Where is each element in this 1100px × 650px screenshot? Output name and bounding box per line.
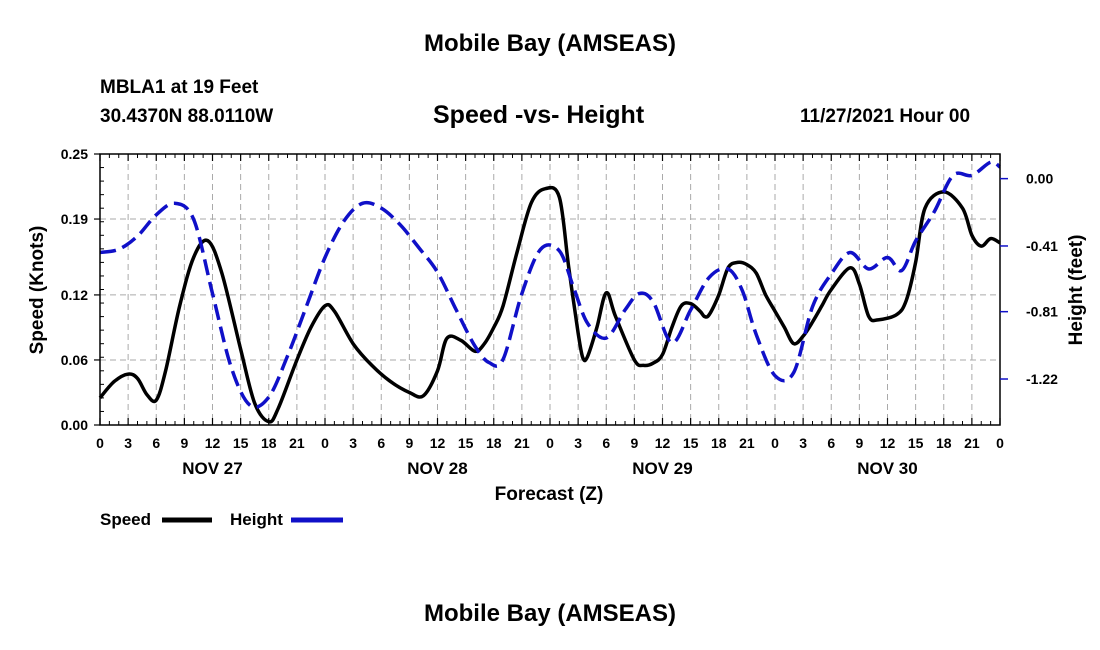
second-chart-title: Mobile Bay (AMSEAS) bbox=[423, 600, 677, 627]
x-tick-label: 6 bbox=[602, 435, 610, 451]
chart-title: Mobile Bay (AMSEAS) bbox=[423, 30, 677, 57]
x-axis: 0 3 6 9 12 15 18 21 0 3 6 9 12 15 18 21 0 3 6 9 12 15 18 21 0 3 6 9… bbox=[96, 435, 1004, 478]
y2-tick-label: 0.00 bbox=[1026, 171, 1053, 187]
x-tick-label: 21 bbox=[964, 435, 980, 451]
plot-frame bbox=[99, 153, 1001, 426]
y2-tick-label: -0.81 bbox=[1026, 304, 1058, 320]
x-tick-label: 3 bbox=[574, 435, 582, 451]
x-tick-label: 9 bbox=[630, 435, 638, 451]
x-date-label: NOV 30 bbox=[857, 459, 917, 478]
x-tick-label: 18 bbox=[486, 435, 502, 451]
legend-height-label: Height bbox=[230, 510, 283, 529]
x-tick-label: 21 bbox=[739, 435, 755, 451]
x-tick-label: 15 bbox=[683, 435, 699, 451]
x-tick-label: 21 bbox=[514, 435, 530, 451]
y2-axis-title: Height (feet) bbox=[1066, 235, 1087, 346]
x-date-label: NOV 28 bbox=[407, 459, 467, 478]
y2-tick-label: -1.22 bbox=[1026, 371, 1058, 387]
x-date-label: NOV 27 bbox=[182, 459, 242, 478]
y-axis-left: 0.00 0.06 0.12 0.19 0.25 bbox=[61, 146, 100, 433]
x-tick-label: 9 bbox=[180, 435, 188, 451]
x-tick-label: 18 bbox=[711, 435, 727, 451]
y-tick-label: 0.06 bbox=[61, 352, 88, 368]
legend-speed-label: Speed bbox=[100, 510, 151, 529]
x-tick-label: 0 bbox=[546, 435, 554, 451]
forecast-timestamp: 11/27/2021 Hour 00 bbox=[800, 106, 971, 127]
y-tick-label: 0.12 bbox=[61, 287, 88, 303]
y2-tick-label: -0.41 bbox=[1026, 238, 1058, 254]
station-coordinates: 30.4370N 88.0110W bbox=[100, 106, 274, 127]
x-tick-label: 21 bbox=[289, 435, 305, 451]
x-tick-label: 18 bbox=[261, 435, 277, 451]
x-tick-label: 15 bbox=[233, 435, 249, 451]
grid bbox=[100, 154, 1000, 425]
x-tick-label: 3 bbox=[349, 435, 357, 451]
y-tick-label: 0.19 bbox=[61, 211, 88, 227]
x-axis-title: Forecast (Z) bbox=[495, 484, 604, 505]
plot-area bbox=[98, 160, 1002, 424]
x-tick-label: 12 bbox=[655, 435, 671, 451]
y-axis-right: 0.00 -0.41 -0.81 -1.22 bbox=[1000, 171, 1058, 387]
x-tick-label: 3 bbox=[124, 435, 132, 451]
station-label: MBLA1 at 19 Feet bbox=[100, 77, 259, 98]
chart-subtitle: Speed -vs- Height bbox=[433, 101, 645, 129]
x-tick-label: 9 bbox=[855, 435, 863, 451]
y-tick-label: 0.00 bbox=[61, 417, 88, 433]
x-tick-label: 15 bbox=[458, 435, 474, 451]
x-tick-label: 3 bbox=[799, 435, 807, 451]
x-tick-label: 0 bbox=[771, 435, 779, 451]
x-tick-label: 0 bbox=[996, 435, 1004, 451]
height-series-line bbox=[99, 160, 1002, 409]
x-date-label: NOV 29 bbox=[632, 459, 692, 478]
x-tick-label: 12 bbox=[430, 435, 446, 451]
y-tick-label: 0.25 bbox=[61, 146, 88, 162]
x-tick-label: 12 bbox=[205, 435, 221, 451]
x-tick-label: 6 bbox=[827, 435, 835, 451]
x-tick-label: 15 bbox=[908, 435, 924, 451]
x-tick-label: 0 bbox=[96, 435, 104, 451]
x-tick-label: 6 bbox=[377, 435, 385, 451]
x-tick-label: 6 bbox=[152, 435, 160, 451]
x-tick-label: 9 bbox=[405, 435, 413, 451]
x-tick-label: 12 bbox=[880, 435, 896, 451]
legend: Speed Height bbox=[100, 510, 343, 529]
x-tick-label: 18 bbox=[936, 435, 952, 451]
x-tick-label: 0 bbox=[321, 435, 329, 451]
y-axis-title: Speed (Knots) bbox=[27, 226, 48, 355]
